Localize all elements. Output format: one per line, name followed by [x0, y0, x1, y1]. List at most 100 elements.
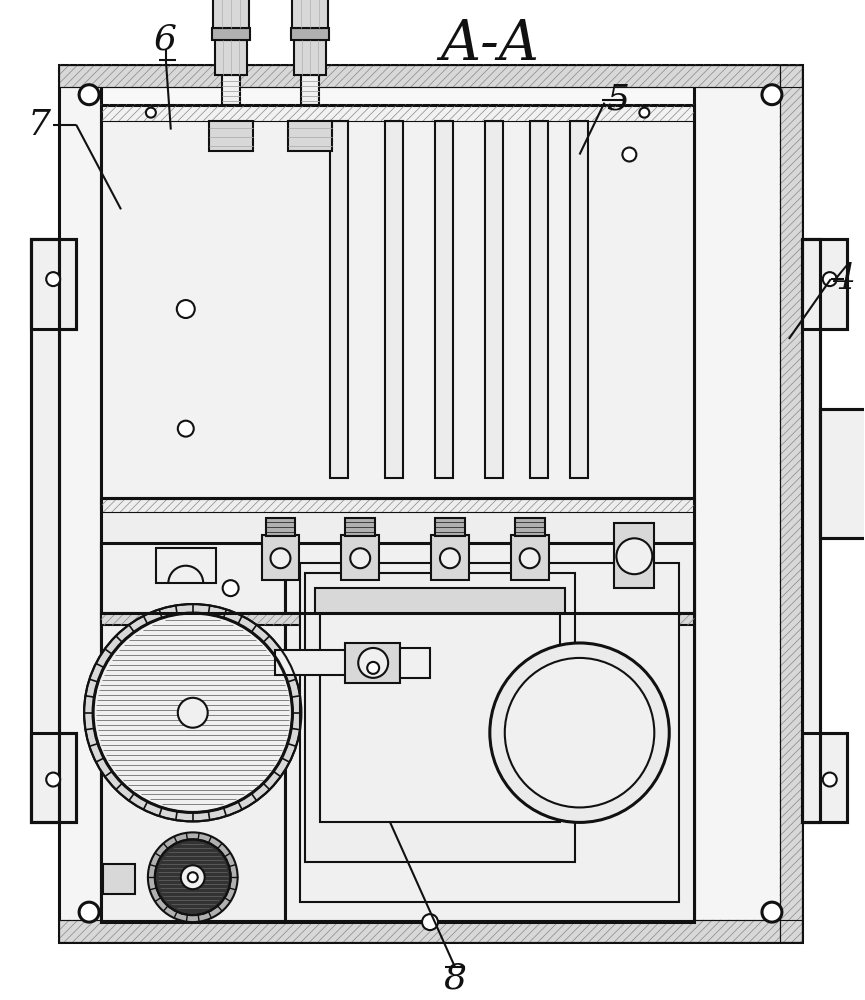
Bar [101, 613, 695, 625]
Bar [31, 239, 59, 822]
Bar [266, 518, 296, 536]
Bar [802, 239, 820, 822]
Circle shape [146, 108, 156, 118]
Bar [101, 85, 695, 922]
Circle shape [639, 108, 650, 118]
Bar [614, 523, 654, 588]
Circle shape [623, 148, 637, 161]
Circle shape [181, 865, 205, 889]
Bar [400, 648, 430, 678]
Circle shape [84, 604, 301, 821]
Bar [59, 65, 802, 87]
Circle shape [178, 698, 208, 728]
Bar [31, 239, 76, 329]
Bar [780, 65, 802, 942]
Text: 4: 4 [832, 262, 855, 296]
Bar [31, 239, 76, 329]
Bar [288, 121, 332, 151]
Circle shape [520, 548, 540, 568]
Text: 8: 8 [444, 962, 466, 996]
Bar [59, 65, 802, 942]
Bar [103, 864, 135, 894]
Bar [212, 28, 250, 40]
Bar [156, 548, 215, 583]
Circle shape [148, 832, 238, 922]
Circle shape [155, 839, 231, 915]
Bar [213, 0, 248, 28]
Bar [101, 543, 695, 922]
Bar [261, 535, 299, 580]
Bar [802, 733, 847, 822]
Bar [780, 65, 802, 942]
Circle shape [368, 662, 379, 674]
Bar [802, 239, 847, 329]
Bar [569, 121, 587, 478]
Circle shape [222, 580, 239, 596]
Circle shape [46, 773, 61, 787]
Bar [292, 0, 329, 28]
Circle shape [350, 548, 370, 568]
Bar [294, 40, 326, 75]
Bar [275, 650, 356, 675]
Bar [342, 535, 379, 580]
Text: A-A: A-A [440, 17, 539, 72]
Circle shape [176, 300, 195, 318]
Circle shape [178, 421, 194, 437]
Bar [485, 121, 503, 478]
Bar [820, 409, 865, 538]
Bar [301, 75, 319, 105]
Bar [101, 543, 285, 922]
Bar [101, 105, 695, 121]
Circle shape [823, 272, 836, 286]
Circle shape [505, 658, 654, 807]
Circle shape [358, 648, 388, 678]
Bar [435, 121, 453, 478]
Bar [385, 121, 403, 478]
Bar [802, 239, 847, 329]
Bar [285, 543, 695, 922]
Bar [802, 239, 820, 822]
Bar [510, 535, 548, 580]
Bar [345, 643, 400, 683]
Bar [101, 105, 695, 508]
Circle shape [46, 272, 61, 286]
Text: 6: 6 [154, 23, 177, 57]
Bar [31, 239, 59, 822]
Bar [59, 65, 802, 87]
Circle shape [271, 548, 291, 568]
Circle shape [188, 872, 198, 882]
Bar [316, 588, 565, 613]
Circle shape [79, 902, 99, 922]
Circle shape [79, 85, 99, 105]
Circle shape [93, 613, 292, 812]
Bar [31, 733, 76, 822]
Circle shape [490, 643, 670, 822]
Circle shape [617, 538, 652, 574]
Circle shape [422, 914, 438, 930]
Bar [215, 40, 247, 75]
Bar [431, 535, 469, 580]
Bar [59, 920, 802, 942]
Bar [320, 593, 560, 822]
Bar [345, 518, 375, 536]
Bar [208, 121, 253, 151]
Bar [802, 733, 847, 822]
Circle shape [440, 548, 460, 568]
Bar [221, 75, 240, 105]
Bar [529, 121, 548, 478]
Bar [515, 518, 545, 536]
Circle shape [823, 773, 836, 787]
Circle shape [762, 902, 782, 922]
Bar [31, 733, 76, 822]
Bar [330, 121, 349, 478]
Bar [101, 498, 695, 512]
Circle shape [762, 85, 782, 105]
Bar [435, 518, 465, 536]
Bar [820, 409, 865, 538]
Bar [300, 563, 679, 902]
Bar [59, 920, 802, 942]
Text: 5: 5 [606, 83, 629, 117]
Bar [101, 498, 695, 613]
Bar [305, 573, 574, 862]
Text: 7: 7 [28, 108, 51, 142]
